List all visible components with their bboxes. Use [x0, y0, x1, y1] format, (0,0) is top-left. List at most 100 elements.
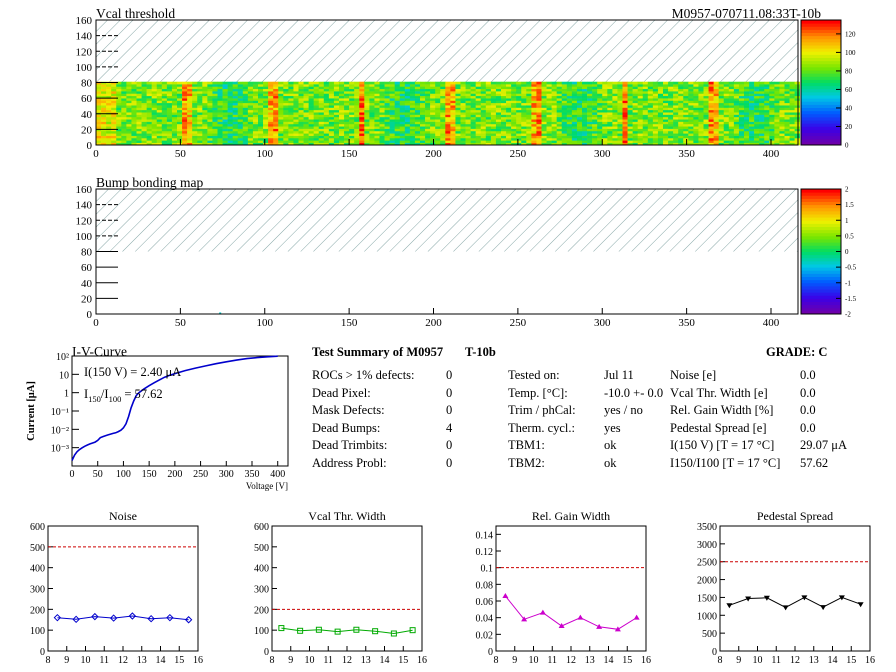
summary-label: Dead Trimbits: — [312, 438, 388, 452]
iv-annotation-ratio: I150/I100 = 57.62 — [84, 387, 163, 404]
x-tick-label: 400 — [763, 317, 780, 329]
y-tick-label: 500 — [30, 543, 45, 554]
data-point — [763, 595, 770, 601]
y-tick-label: 0 — [40, 647, 45, 658]
x-tick-label: 13 — [361, 655, 371, 666]
x-tick-label: 15 — [622, 655, 632, 666]
x-tick-label: 9 — [512, 655, 517, 666]
noise-plot: Noise 8 9 10 11 12 13 14 15 16 0 100 200 300 400 500 600 — [30, 509, 203, 666]
iv-y-tick-label: 10⁻³ — [51, 444, 69, 455]
iv-curve-title: I-V-Curve — [72, 344, 127, 359]
x-tick-label: 100 — [257, 148, 274, 160]
data-point — [838, 595, 845, 601]
data-point — [782, 605, 789, 611]
summary-value: 4 — [446, 420, 453, 435]
data-point — [297, 627, 304, 634]
data-point — [745, 596, 752, 602]
y-tick-label: 2500 — [697, 558, 717, 569]
x-tick-label: 200 — [425, 148, 442, 160]
y-tick-label: 60 — [81, 93, 93, 105]
summary-title: Test Summary of M0957 — [312, 345, 444, 359]
x-tick-label: 100 — [257, 317, 274, 329]
colorbar-tick-label: -0.5 — [845, 264, 857, 272]
x-tick-label: 13 — [809, 655, 819, 666]
y-tick-label: 0 — [264, 647, 269, 658]
colorbar-tick-label: 0.5 — [845, 232, 854, 240]
x-tick-label: 350 — [678, 317, 695, 329]
iv-y-tick-label: 1 — [64, 389, 69, 400]
summary-value: 0 — [446, 403, 453, 417]
data-point — [539, 609, 546, 615]
colorbar-tick-label: 100 — [845, 49, 856, 57]
summary-label: I(150 V) [T = 17 °C] — [670, 438, 775, 452]
iv-x-tick-label: 250 — [193, 469, 208, 480]
x-tick-label: 300 — [594, 148, 611, 160]
summary-value: 0 — [446, 438, 453, 452]
x-tick-label: 8 — [494, 655, 499, 666]
series-line — [505, 595, 637, 630]
y-tick-label: 600 — [30, 522, 45, 533]
y-tick-label: 160 — [76, 15, 93, 27]
x-tick-label: 12 — [342, 655, 352, 666]
data-point — [801, 595, 808, 601]
x-tick-label: 8 — [46, 655, 51, 666]
vcal-threshold-title: Vcal threshold — [96, 6, 176, 21]
iv-annotation-current: I(150 V) = 2.40 μA — [84, 365, 181, 379]
summary-value: 57.62 — [800, 455, 829, 470]
summary-value: Jul 11 — [604, 368, 634, 382]
series-line — [281, 627, 413, 635]
x-tick-label: 14 — [604, 655, 614, 666]
x-tick-label: 12 — [118, 655, 128, 666]
summary-label: Trim / phCal: — [508, 403, 576, 417]
series-line — [729, 596, 861, 608]
summary-value: yes / no — [604, 403, 643, 417]
summary-value: 0.0 — [800, 420, 816, 435]
x-tick-label: 16 — [641, 655, 651, 666]
x-tick-label: 400 — [763, 148, 780, 160]
plot-title: Noise — [109, 509, 137, 523]
y-tick-label: 400 — [30, 564, 45, 575]
data-point — [502, 593, 509, 598]
x-tick-label: 16 — [865, 655, 875, 666]
data-point — [166, 613, 174, 622]
x-tick-label: 0 — [93, 317, 99, 329]
summary-label: Dead Pixel: — [312, 385, 371, 400]
data-point — [147, 615, 155, 623]
x-tick-label: 16 — [193, 655, 203, 666]
data-point — [521, 616, 528, 622]
hatched-region — [96, 189, 798, 252]
colorbar-tick-label: 0 — [845, 142, 849, 150]
x-tick-label: 150 — [341, 317, 358, 329]
iv-x-tick-label: 0 — [70, 469, 75, 480]
y-tick-label: 400 — [254, 564, 269, 575]
data-point — [334, 628, 341, 635]
iv-x-tick-label: 100 — [116, 469, 131, 480]
x-tick-label: 14 — [156, 655, 166, 666]
summary-label: Address Probl: — [312, 455, 387, 470]
summary-value: ok — [604, 455, 617, 470]
iv-x-tick-label: 400 — [270, 469, 285, 480]
summary-label: Vcal Thr. Width [e] — [670, 385, 768, 400]
data-point — [558, 623, 565, 628]
plot-frame — [47, 525, 199, 652]
iv-annotation-part: 100 — [109, 394, 122, 404]
x-tick-label: 50 — [175, 317, 187, 329]
y-tick-label: 3000 — [697, 540, 717, 551]
x-tick-label: 16 — [417, 655, 427, 666]
plot-title: Rel. Gain Width — [532, 509, 610, 523]
data-point — [128, 612, 137, 620]
x-tick-label: 250 — [510, 148, 527, 160]
colorbar-tick-label: 120 — [845, 30, 856, 38]
colorbar-tick-label: 2 — [845, 186, 849, 194]
y-tick-label: 140 — [76, 31, 93, 43]
y-tick-label: 3500 — [697, 522, 717, 533]
y-tick-label: 500 — [254, 543, 269, 554]
x-tick-label: 8 — [270, 655, 275, 666]
iv-x-tick-label: 50 — [93, 469, 103, 480]
heatmap-cells — [96, 81, 800, 146]
data-point — [614, 626, 621, 632]
x-tick-label: 13 — [137, 655, 147, 666]
x-tick-label: 250 — [510, 317, 527, 329]
y-tick-label: 0.14 — [476, 530, 494, 541]
grade-label: GRADE: C — [766, 345, 828, 359]
